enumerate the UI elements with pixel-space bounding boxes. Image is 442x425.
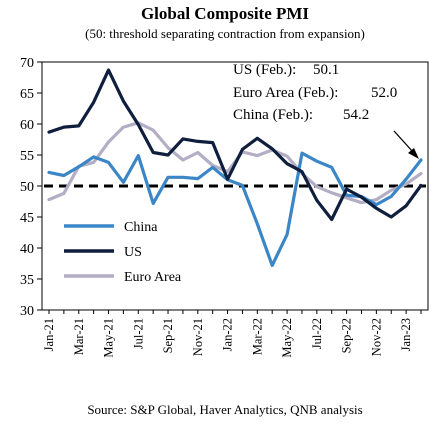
legend-label-euro-area: Euro Area <box>124 270 182 285</box>
x-tick-label: Jul-22 <box>310 318 324 349</box>
x-tick-label: Nov-21 <box>191 318 205 356</box>
annotation-arrow-shaft <box>393 130 414 153</box>
chart-source: Source: S&P Global, Haver Analytics, QNB… <box>87 402 362 417</box>
annotation-arrow-head <box>408 148 419 159</box>
y-tick-label: 30 <box>20 304 34 319</box>
y-tick-label: 65 <box>20 87 34 102</box>
y-tick-label: 70 <box>20 56 34 71</box>
x-tick-label: Nov-22 <box>369 318 383 356</box>
y-tick-label: 40 <box>20 242 34 257</box>
annotation-us-label: US (Feb.): <box>233 62 296 78</box>
legend-label-china: China <box>124 220 158 235</box>
annotation-euro-area-value: 52.0 <box>371 85 397 101</box>
annotation-china-label: China (Feb.): <box>233 107 313 123</box>
annotation-us-value: 50.1 <box>313 62 339 78</box>
y-tick-label: 55 <box>20 149 34 164</box>
legend-label-us: US <box>124 245 142 260</box>
y-tick-label: 35 <box>20 273 34 288</box>
x-tick-label: Jul-21 <box>131 318 145 349</box>
series-lines <box>47 68 423 267</box>
annotations: US (Feb.): 50.1 Euro Area (Feb.): 52.0 C… <box>233 62 419 159</box>
chart-subtitle: (50: threshold separating contraction fr… <box>85 26 365 41</box>
x-tick-label: Jan-22 <box>221 318 235 351</box>
y-tick-label: 60 <box>20 118 34 133</box>
series-line-china <box>47 151 423 267</box>
annotation-euro-area-label: Euro Area (Feb.): <box>233 85 338 101</box>
y-tick-label: 50 <box>20 180 34 195</box>
series-line-us <box>47 68 423 222</box>
y-tick-label: 45 <box>20 211 34 226</box>
x-tick-label: Sep-22 <box>340 318 354 353</box>
x-tick-label: Sep-21 <box>161 318 175 353</box>
annotation-china-value: 54.2 <box>343 107 369 123</box>
x-tick-label: Jan-21 <box>42 318 56 351</box>
x-tick-label: Jan-23 <box>399 318 413 351</box>
x-tick-label: Mar-21 <box>72 318 86 355</box>
y-axis: 30 35 40 45 50 55 60 65 70 <box>20 56 42 319</box>
legend: China US Euro Area <box>64 220 182 285</box>
x-axis: Jan-21 Mar-21 May-21 Jul-21 Sep-21 Nov-21 Jan-… <box>42 310 422 358</box>
chart-title: Global Composite PMI <box>141 4 309 23</box>
x-tick-label: May-21 <box>102 318 116 358</box>
x-tick-label: May-22 <box>280 318 294 358</box>
x-tick-label: Mar-22 <box>250 318 264 355</box>
